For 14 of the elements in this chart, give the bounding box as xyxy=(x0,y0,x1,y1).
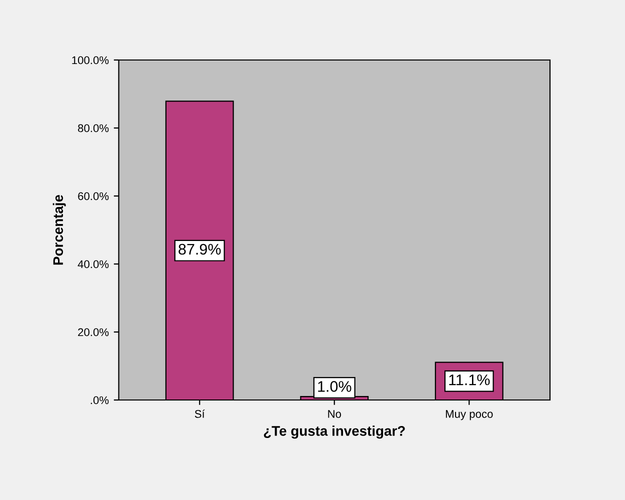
x-tick-label: No xyxy=(328,410,342,418)
y-tick-label: 20.0% xyxy=(78,328,109,336)
y-tick-label: 80.0% xyxy=(78,124,109,132)
data-label: 1.0% xyxy=(318,381,352,392)
x-tick-label: Sí xyxy=(194,410,205,418)
data-label: 87.9% xyxy=(178,244,221,255)
y-tick-label: 40.0% xyxy=(78,260,109,268)
y-axis-title: Porcentaje xyxy=(52,194,66,265)
y-tick-label: 100.0% xyxy=(72,56,109,64)
x-tick-label: Muy poco xyxy=(446,410,493,420)
y-tick-label: .0% xyxy=(90,396,109,404)
x-axis-title: ¿Te gusta investigar? xyxy=(264,426,405,439)
y-tick-label: 60.0% xyxy=(78,192,109,200)
data-label: 11.1% xyxy=(449,374,490,386)
